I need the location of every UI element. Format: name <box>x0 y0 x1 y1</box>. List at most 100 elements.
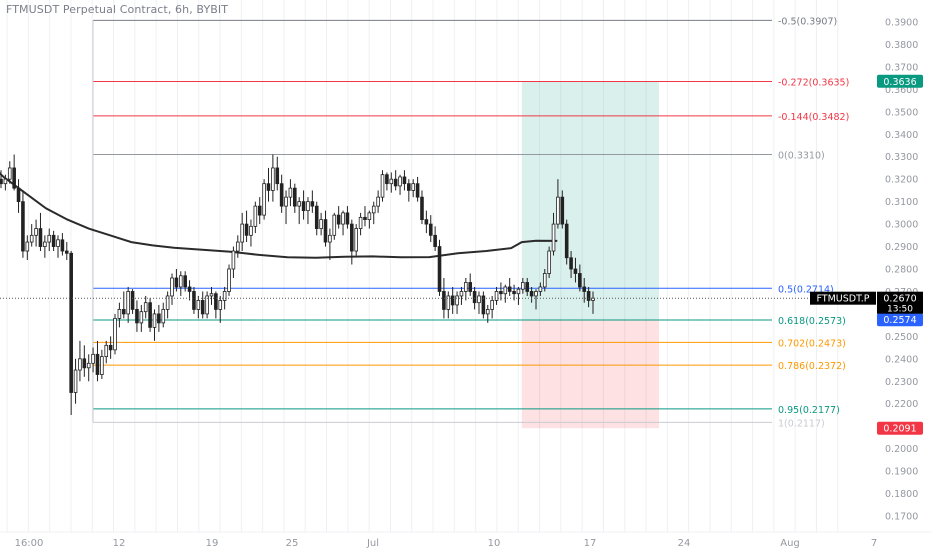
candle-body <box>499 291 503 295</box>
candle <box>459 286 464 305</box>
candle <box>218 295 223 323</box>
candle <box>117 302 122 328</box>
candle <box>148 298 152 332</box>
candle-body <box>415 183 420 198</box>
candle-body <box>91 353 95 364</box>
candle <box>341 210 345 236</box>
candle-body <box>494 291 499 301</box>
candle-body <box>38 228 43 247</box>
candle-body <box>293 187 297 207</box>
candle-body <box>376 196 380 207</box>
candle-body <box>433 234 437 247</box>
position-loss-zone[interactable] <box>521 319 659 429</box>
grid-lines <box>6 0 839 532</box>
candle-body <box>481 295 486 315</box>
candle-body <box>262 183 266 216</box>
candle <box>481 291 486 319</box>
candle-body <box>490 300 494 310</box>
candle-body <box>512 291 516 295</box>
time-axis[interactable]: 16:00 12 19 25 Jul 10 17 24 Aug 7 <box>0 531 932 549</box>
y-tick-label: 0.1900 <box>885 467 918 478</box>
last-price-tag-text: 0.2670 <box>883 294 916 305</box>
price-tag-box <box>877 313 923 327</box>
price-tag-text: 0.2091 <box>883 424 916 435</box>
candle-body <box>205 295 209 315</box>
candle <box>367 210 372 229</box>
candle-body <box>547 250 551 274</box>
candle-body <box>117 309 122 319</box>
y-tick-label: 0.1700 <box>885 512 918 523</box>
candle-body <box>113 317 117 351</box>
candle-body <box>47 234 52 243</box>
x-tick-label: 25 <box>286 538 299 549</box>
candle-body <box>336 214 341 225</box>
y-tick-label: 0.3100 <box>885 197 918 208</box>
candle-body <box>556 196 560 225</box>
candle <box>209 286 214 305</box>
candle <box>521 277 525 294</box>
candle-body <box>240 223 244 243</box>
candle <box>591 291 595 314</box>
candle <box>16 179 21 213</box>
y-tick-label: 0.2000 <box>885 444 918 455</box>
candle-body <box>187 286 192 292</box>
x-tick-label: 12 <box>113 538 126 549</box>
candle-body <box>157 313 161 324</box>
position-profit-zone[interactable] <box>521 81 659 320</box>
y-tick-label: 0.3200 <box>885 175 918 186</box>
candle-body <box>363 216 367 220</box>
candle-body <box>569 257 573 270</box>
x-tick-label: 17 <box>584 538 597 549</box>
candle <box>323 210 328 247</box>
candle <box>279 174 284 213</box>
candle <box>288 179 293 207</box>
candle-body <box>192 291 196 310</box>
candle-body <box>231 250 236 270</box>
y-tick-label: 0.2900 <box>885 242 918 253</box>
candle-body <box>56 239 60 247</box>
candle <box>108 336 113 359</box>
fibonacci-retracement[interactable]: -0.5(0.3907) -0.272(0.3635) -0.144(0.3482)… <box>92 16 849 429</box>
candle <box>29 224 34 247</box>
candle-body <box>60 239 65 252</box>
candle-body <box>459 291 464 297</box>
candle-series <box>0 154 595 415</box>
candle-body <box>323 219 328 243</box>
candle-body <box>209 293 214 297</box>
fib-level-label: 0.95(0.2177) <box>778 405 840 416</box>
candle <box>222 286 227 310</box>
candle <box>51 230 56 252</box>
candle <box>143 295 148 319</box>
candle-body <box>442 291 446 310</box>
candle <box>586 286 591 308</box>
candle-body <box>525 282 530 292</box>
y-tick-label: 0.3900 <box>885 18 918 29</box>
candle-body <box>542 273 547 288</box>
candle-body <box>200 300 205 315</box>
candle <box>253 201 258 234</box>
candle <box>73 358 78 404</box>
candle <box>569 251 573 278</box>
candle-body <box>108 344 113 351</box>
candle-body <box>516 288 521 295</box>
y-tick-label: 0.3700 <box>885 62 918 73</box>
candle-body <box>380 174 385 198</box>
candle <box>130 289 135 314</box>
candle <box>25 235 30 261</box>
candle-body <box>82 358 87 369</box>
candle-body <box>450 295 455 306</box>
candle <box>135 300 139 332</box>
candle <box>235 235 240 258</box>
candle-body <box>73 369 78 393</box>
candle <box>512 284 516 301</box>
long-position-tool[interactable] <box>521 81 659 429</box>
candle <box>446 291 451 319</box>
candle <box>407 179 411 202</box>
candle-body <box>135 309 139 324</box>
candle <box>494 286 499 305</box>
candle-body <box>402 176 407 185</box>
price-axis[interactable]: 0.3900 0.3800 0.3700 0.3600 0.3500 0.3400 0.33… <box>885 18 918 523</box>
candle <box>56 235 60 258</box>
